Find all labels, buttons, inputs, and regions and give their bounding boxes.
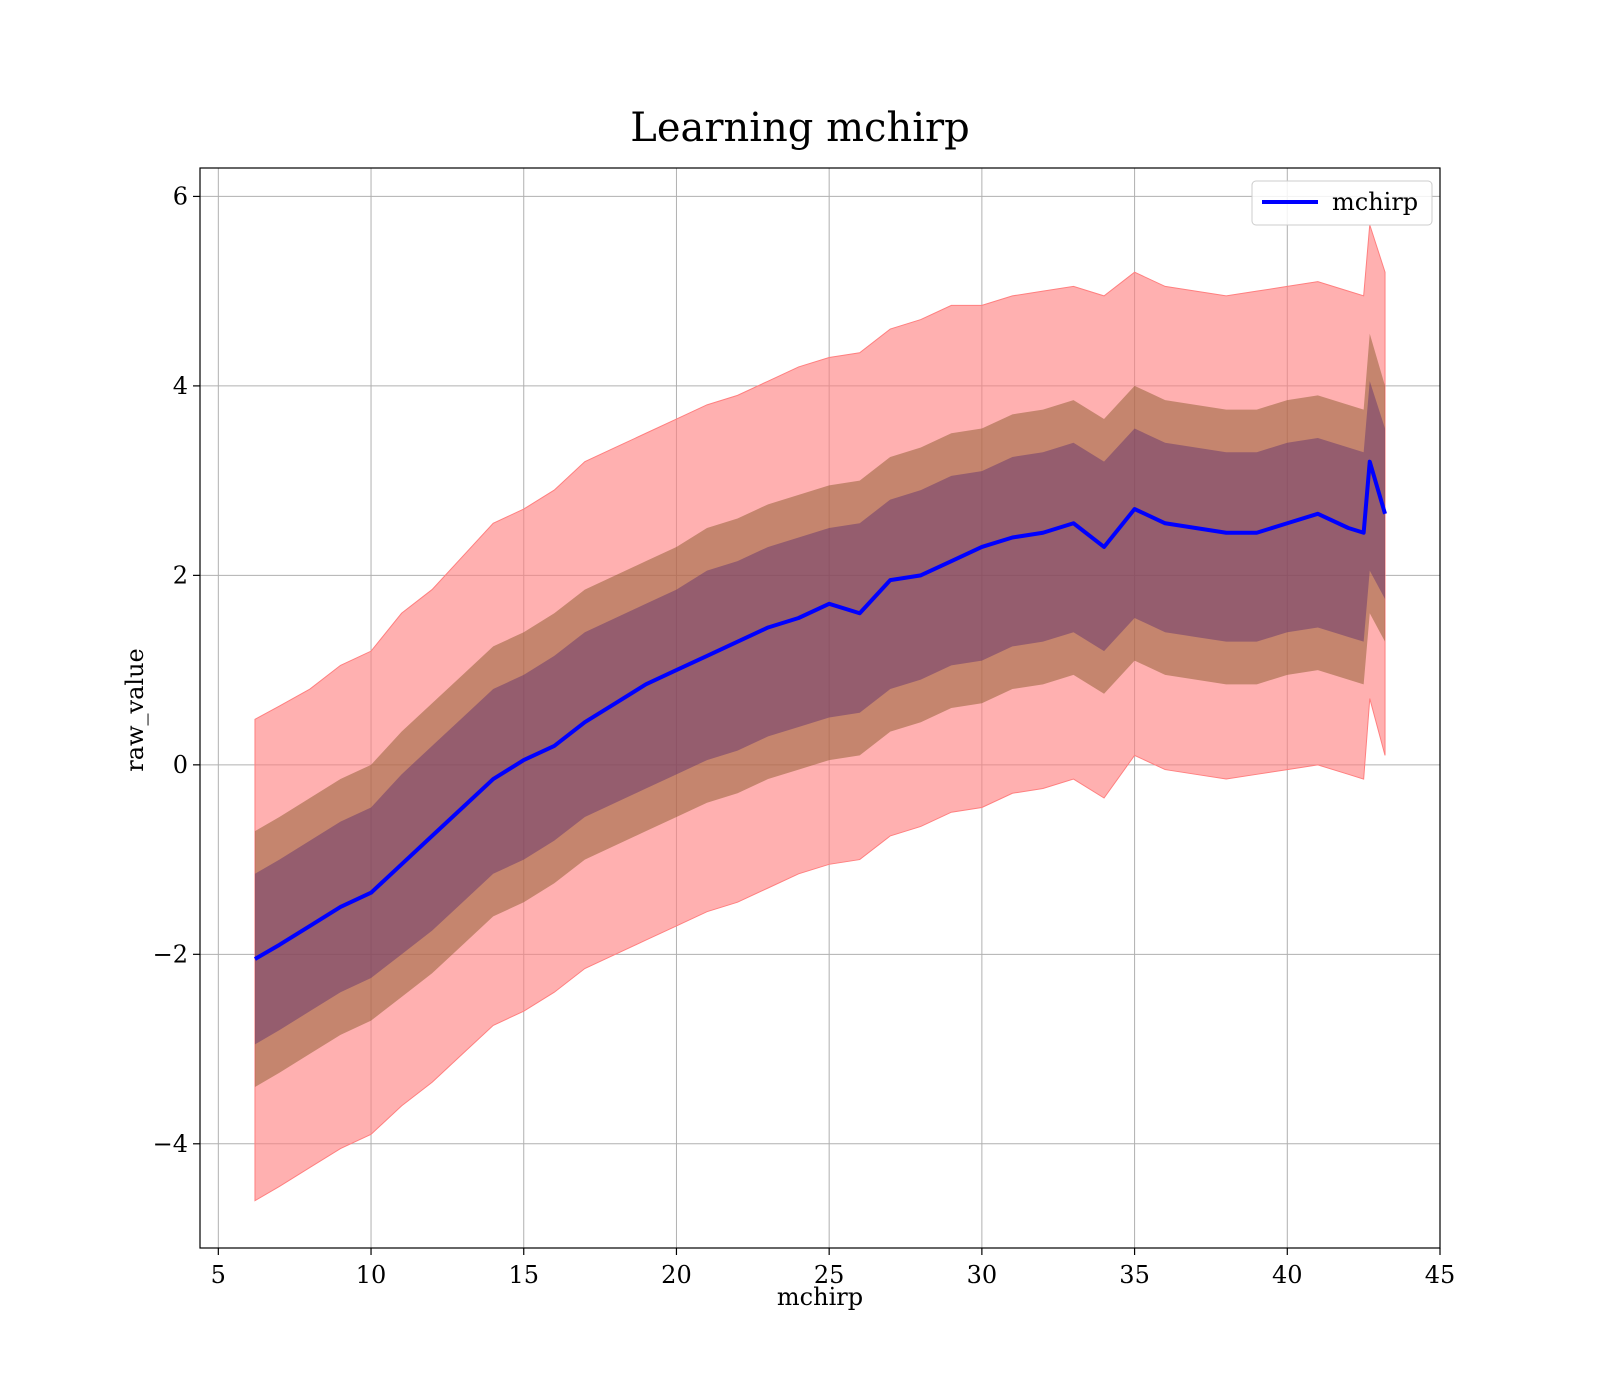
- y-tick-label: −4: [153, 1130, 188, 1158]
- middle-band: [254, 333, 1386, 1087]
- plot-area: 5 10 15 20 25 30 35 40 45 −4 −2 0 2 4 6: [153, 167, 1456, 1289]
- x-tick-label: 15: [508, 1261, 539, 1289]
- x-tick-label: 20: [661, 1261, 692, 1289]
- x-tick-label: 30: [967, 1261, 998, 1289]
- chart-title: Learning mchirp: [630, 105, 969, 151]
- axis-ticks: 5 10 15 20 25 30 35 40 45 −4 −2 0 2 4 6: [153, 182, 1456, 1289]
- plot-frame: [199, 167, 1441, 1249]
- series-lines: [253, 459, 1387, 961]
- y-tick-label: 4: [173, 372, 188, 400]
- y-tick-label: −2: [153, 940, 188, 968]
- confidence-bands: [254, 224, 1386, 1202]
- y-tick-label: 6: [173, 182, 188, 210]
- y-tick-label: 0: [173, 751, 188, 779]
- x-tick-label: 35: [1119, 1261, 1150, 1289]
- x-tick-label: 40: [1272, 1261, 1303, 1289]
- x-tick-label: 5: [211, 1261, 226, 1289]
- x-axis-label: mchirp: [777, 1283, 863, 1311]
- y-tick-label: 2: [173, 561, 188, 589]
- legend-box: [1251, 180, 1433, 226]
- x-tick-label: 45: [1425, 1261, 1456, 1289]
- legend: mchirp: [1251, 180, 1433, 226]
- y-axis-label: raw_value: [121, 648, 149, 772]
- legend-label-mchirp: mchirp: [1332, 188, 1418, 216]
- series-line-mchirp: [253, 459, 1387, 961]
- x-tick-label: 10: [356, 1261, 387, 1289]
- x-tick-label: 25: [814, 1261, 845, 1289]
